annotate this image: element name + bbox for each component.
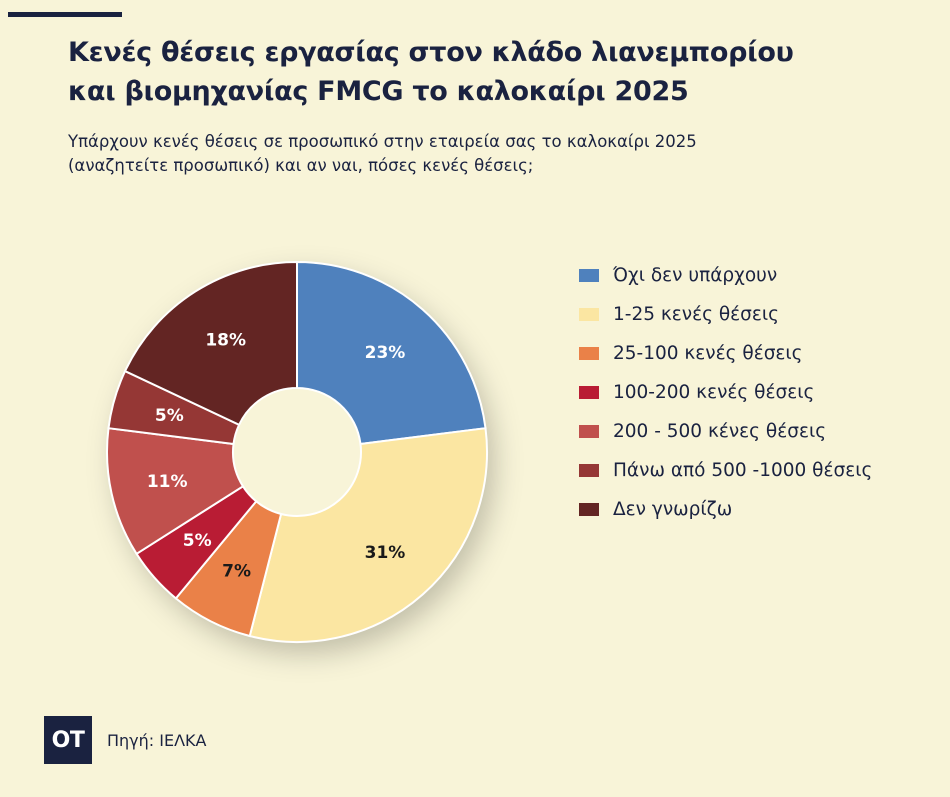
legend-item-5: Πάνω από 500 -1000 θέσεις [579,451,872,490]
donut-slice-6 [123,260,298,427]
legend-swatch-5 [579,464,599,477]
legend-swatch-2 [579,347,599,360]
slice-value-label-2: 7% [222,562,251,582]
legend-item-4: 200 - 500 κένες θέσεις [579,412,872,451]
legend-item-2: 25-100 κενές θέσεις [579,334,872,373]
chart-title-line-1: Κενές θέσεις εργασίας στον κλάδο λιανεμπ… [68,37,794,68]
legend-swatch-6 [579,503,599,516]
slice-value-label-6: 18% [205,331,246,351]
slice-value-label-3: 5% [183,531,212,551]
slice-value-label-4: 11% [147,472,188,492]
legend-item-3: 100-200 κενές θέσεις [579,373,872,412]
legend-swatch-4 [579,425,599,438]
legend-label-2: 25-100 κενές θέσεις [613,343,803,364]
donut-slice-0 [296,260,487,446]
slice-value-label-0: 23% [365,343,406,363]
chart-subtitle-line-2: (αναζητείτε προσωπικό) και αν ναι, πόσες… [68,156,534,175]
legend-swatch-1 [579,308,599,321]
source-note: Πηγή: ΙΕΛΚΑ [107,731,207,750]
slice-value-label-5: 5% [155,406,184,426]
donut-slice-1 [248,427,488,643]
legend-label-4: 200 - 500 κένες θέσεις [613,421,827,442]
donut-slice-4 [106,427,245,556]
slice-value-label-1: 31% [365,543,406,563]
legend-label-5: Πάνω από 500 -1000 θέσεις [613,460,873,481]
chart-legend: Όχι δεν υπάρχουν 1-25 κενές θέσεις 25-100 … [579,256,872,529]
top-accent-rule [8,12,122,17]
legend-item-6: Δεν γνωρίζω [579,490,872,529]
legend-item-1: 1-25 κενές θέσεις [579,295,872,334]
legend-label-3: 100-200 κενές θέσεις [613,382,815,403]
chart-title-line-2: και βιομηχανίας FMCG το καλοκαίρι 2025 [68,76,689,107]
chart-subtitle: Υπάρχουν κενές θέσεις σε προσωπικό στην … [68,130,928,178]
legend-label-0: Όχι δεν υπάρχουν [613,265,778,286]
legend-label-1: 1-25 κενές θέσεις [613,304,780,325]
ot-logo: OT [44,716,92,764]
legend-item-0: Όχι δεν υπάρχουν [579,256,872,295]
chart-subtitle-line-1: Υπάρχουν κενές θέσεις σε προσωπικό στην … [68,132,697,151]
chart-title: Κενές θέσεις εργασίας στον κλάδο λιανεμπ… [68,33,928,111]
legend-label-6: Δεν γνωρίζω [613,499,733,520]
legend-swatch-0 [579,269,599,282]
legend-swatch-3 [579,386,599,399]
